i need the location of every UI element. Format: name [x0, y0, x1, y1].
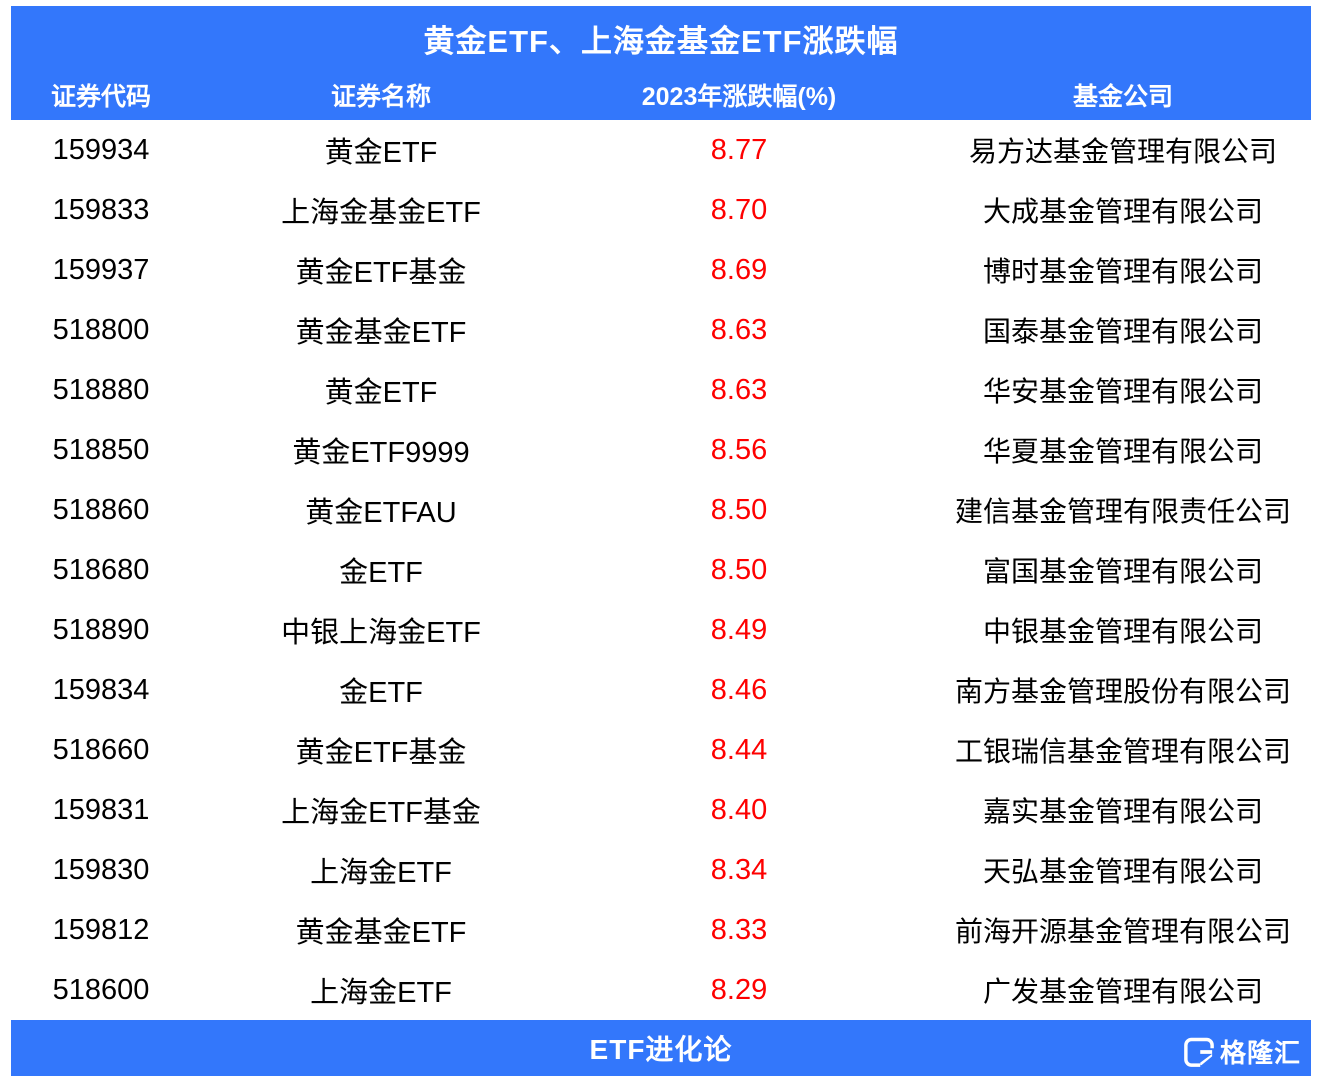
cell-code: 518660 — [52, 733, 150, 766]
cell-name: 上海金ETF — [310, 977, 452, 1009]
cell-name: 金ETF — [339, 677, 423, 709]
cell-company: 华夏基金管理有限公司 — [982, 436, 1263, 467]
table-row: 518800 黄金基金ETF 8.63 国泰基金管理有限公司 — [11, 300, 1311, 360]
column-header-company: 基金公司 — [1072, 83, 1173, 111]
cell-company: 天弘基金管理有限公司 — [982, 856, 1263, 887]
cell-pct: 8.56 — [710, 433, 768, 466]
cell-company: 南方基金管理股份有限公司 — [954, 676, 1291, 707]
cell-company: 广发基金管理有限公司 — [982, 976, 1263, 1007]
cell-name: 黄金ETF基金 — [295, 737, 467, 769]
cell-code: 518860 — [52, 493, 150, 526]
cell-pct: 8.34 — [710, 853, 768, 886]
cell-code: 518600 — [52, 973, 150, 1006]
cell-company: 博时基金管理有限公司 — [982, 256, 1263, 287]
cell-pct: 8.50 — [710, 553, 768, 586]
cell-name: 黄金ETFAU — [305, 497, 457, 529]
table-row: 518880 黄金ETF 8.63 华安基金管理有限公司 — [11, 360, 1311, 420]
cell-code: 159937 — [52, 253, 150, 286]
table-row: 518680 金ETF 8.50 富国基金管理有限公司 — [11, 540, 1311, 600]
table-header-block: 黄金ETF、上海金基金ETF涨跌幅 证券代码 证券名称 2023年涨跌幅(%) … — [11, 6, 1311, 120]
cell-code: 159830 — [52, 853, 150, 886]
table-row: 159831 上海金ETF基金 8.40 嘉实基金管理有限公司 — [11, 780, 1311, 840]
gelonghui-logo: 格隆汇 — [1184, 1033, 1301, 1070]
cell-company: 工银瑞信基金管理有限公司 — [954, 736, 1291, 767]
table-row: 159812 黄金基金ETF 8.33 前海开源基金管理有限公司 — [11, 900, 1311, 960]
cell-company: 华安基金管理有限公司 — [982, 376, 1263, 407]
cell-name: 黄金基金ETF — [295, 317, 467, 349]
cell-code: 159831 — [52, 793, 150, 826]
table-row: 518600 上海金ETF 8.29 广发基金管理有限公司 — [11, 960, 1311, 1020]
cell-pct: 8.63 — [710, 313, 768, 346]
cell-name: 金ETF — [339, 557, 423, 589]
cell-code: 159812 — [52, 913, 150, 946]
cell-name: 上海金ETF — [310, 857, 452, 889]
cell-pct: 8.40 — [710, 793, 768, 826]
cell-company: 中银基金管理有限公司 — [982, 616, 1263, 647]
table-title: 黄金ETF、上海金基金ETF涨跌幅 — [423, 23, 899, 59]
cell-pct: 8.44 — [710, 733, 768, 766]
footer-label: ETF进化论 — [589, 1034, 733, 1065]
cell-name: 黄金ETF — [324, 137, 438, 169]
cell-pct: 8.69 — [710, 253, 768, 286]
cell-code: 159934 — [52, 133, 150, 166]
cell-company: 国泰基金管理有限公司 — [982, 316, 1263, 347]
cell-pct: 8.77 — [710, 133, 768, 166]
table-body: 159934 黄金ETF 8.77 易方达基金管理有限公司 159833 上海金基金ETF… — [11, 120, 1311, 1020]
cell-pct: 8.29 — [710, 973, 768, 1006]
cell-name: 上海金ETF基金 — [281, 797, 481, 829]
table-row: 159934 黄金ETF 8.77 易方达基金管理有限公司 — [11, 120, 1311, 180]
cell-name: 黄金基金ETF — [295, 917, 467, 949]
table-row: 159833 上海金基金ETF 8.70 大成基金管理有限公司 — [11, 180, 1311, 240]
column-header-change: 2023年涨跌幅(%) — [641, 83, 837, 111]
column-header-row: 证券代码 证券名称 2023年涨跌幅(%) 基金公司 — [11, 70, 1311, 120]
cell-pct: 8.63 — [710, 373, 768, 406]
table-row: 159937 黄金ETF基金 8.69 博时基金管理有限公司 — [11, 240, 1311, 300]
table-row: 518850 黄金ETF9999 8.56 华夏基金管理有限公司 — [11, 420, 1311, 480]
table-row: 518890 中银上海金ETF 8.49 中银基金管理有限公司 — [11, 600, 1311, 660]
cell-code: 159834 — [52, 673, 150, 706]
cell-code: 518890 — [52, 613, 150, 646]
cell-code: 518880 — [52, 373, 150, 406]
cell-pct: 8.49 — [710, 613, 768, 646]
cell-name: 黄金ETF — [324, 377, 438, 409]
cell-company: 富国基金管理有限公司 — [982, 556, 1263, 587]
column-header-name: 证券名称 — [330, 83, 431, 111]
cell-pct: 8.50 — [710, 493, 768, 526]
cell-pct: 8.33 — [710, 913, 768, 946]
table-row: 518660 黄金ETF基金 8.44 工银瑞信基金管理有限公司 — [11, 720, 1311, 780]
cell-company: 大成基金管理有限公司 — [982, 196, 1263, 227]
cell-code: 518850 — [52, 433, 150, 466]
cell-name: 黄金ETF基金 — [295, 257, 467, 289]
cell-company: 嘉实基金管理有限公司 — [982, 796, 1263, 827]
table-row: 518860 黄金ETFAU 8.50 建信基金管理有限责任公司 — [11, 480, 1311, 540]
footer-bar: ETF进化论 格隆汇 — [11, 1020, 1311, 1076]
gelonghui-g-icon — [1184, 1037, 1214, 1067]
table-row: 159830 上海金ETF 8.34 天弘基金管理有限公司 — [11, 840, 1311, 900]
cell-pct: 8.70 — [710, 193, 768, 226]
table-row: 159834 金ETF 8.46 南方基金管理股份有限公司 — [11, 660, 1311, 720]
cell-name: 中银上海金ETF — [281, 617, 481, 649]
cell-company: 前海开源基金管理有限公司 — [954, 916, 1291, 947]
cell-code: 518800 — [52, 313, 150, 346]
cell-code: 159833 — [52, 193, 150, 226]
cell-pct: 8.46 — [710, 673, 768, 706]
cell-name: 黄金ETF9999 — [292, 437, 470, 469]
column-header-code: 证券代码 — [50, 83, 151, 111]
cell-company: 易方达基金管理有限公司 — [968, 136, 1277, 167]
gelonghui-brand-text: 格隆汇 — [1219, 1038, 1301, 1068]
cell-company: 建信基金管理有限责任公司 — [954, 496, 1291, 527]
cell-code: 518680 — [52, 553, 150, 586]
cell-name: 上海金基金ETF — [281, 197, 481, 229]
